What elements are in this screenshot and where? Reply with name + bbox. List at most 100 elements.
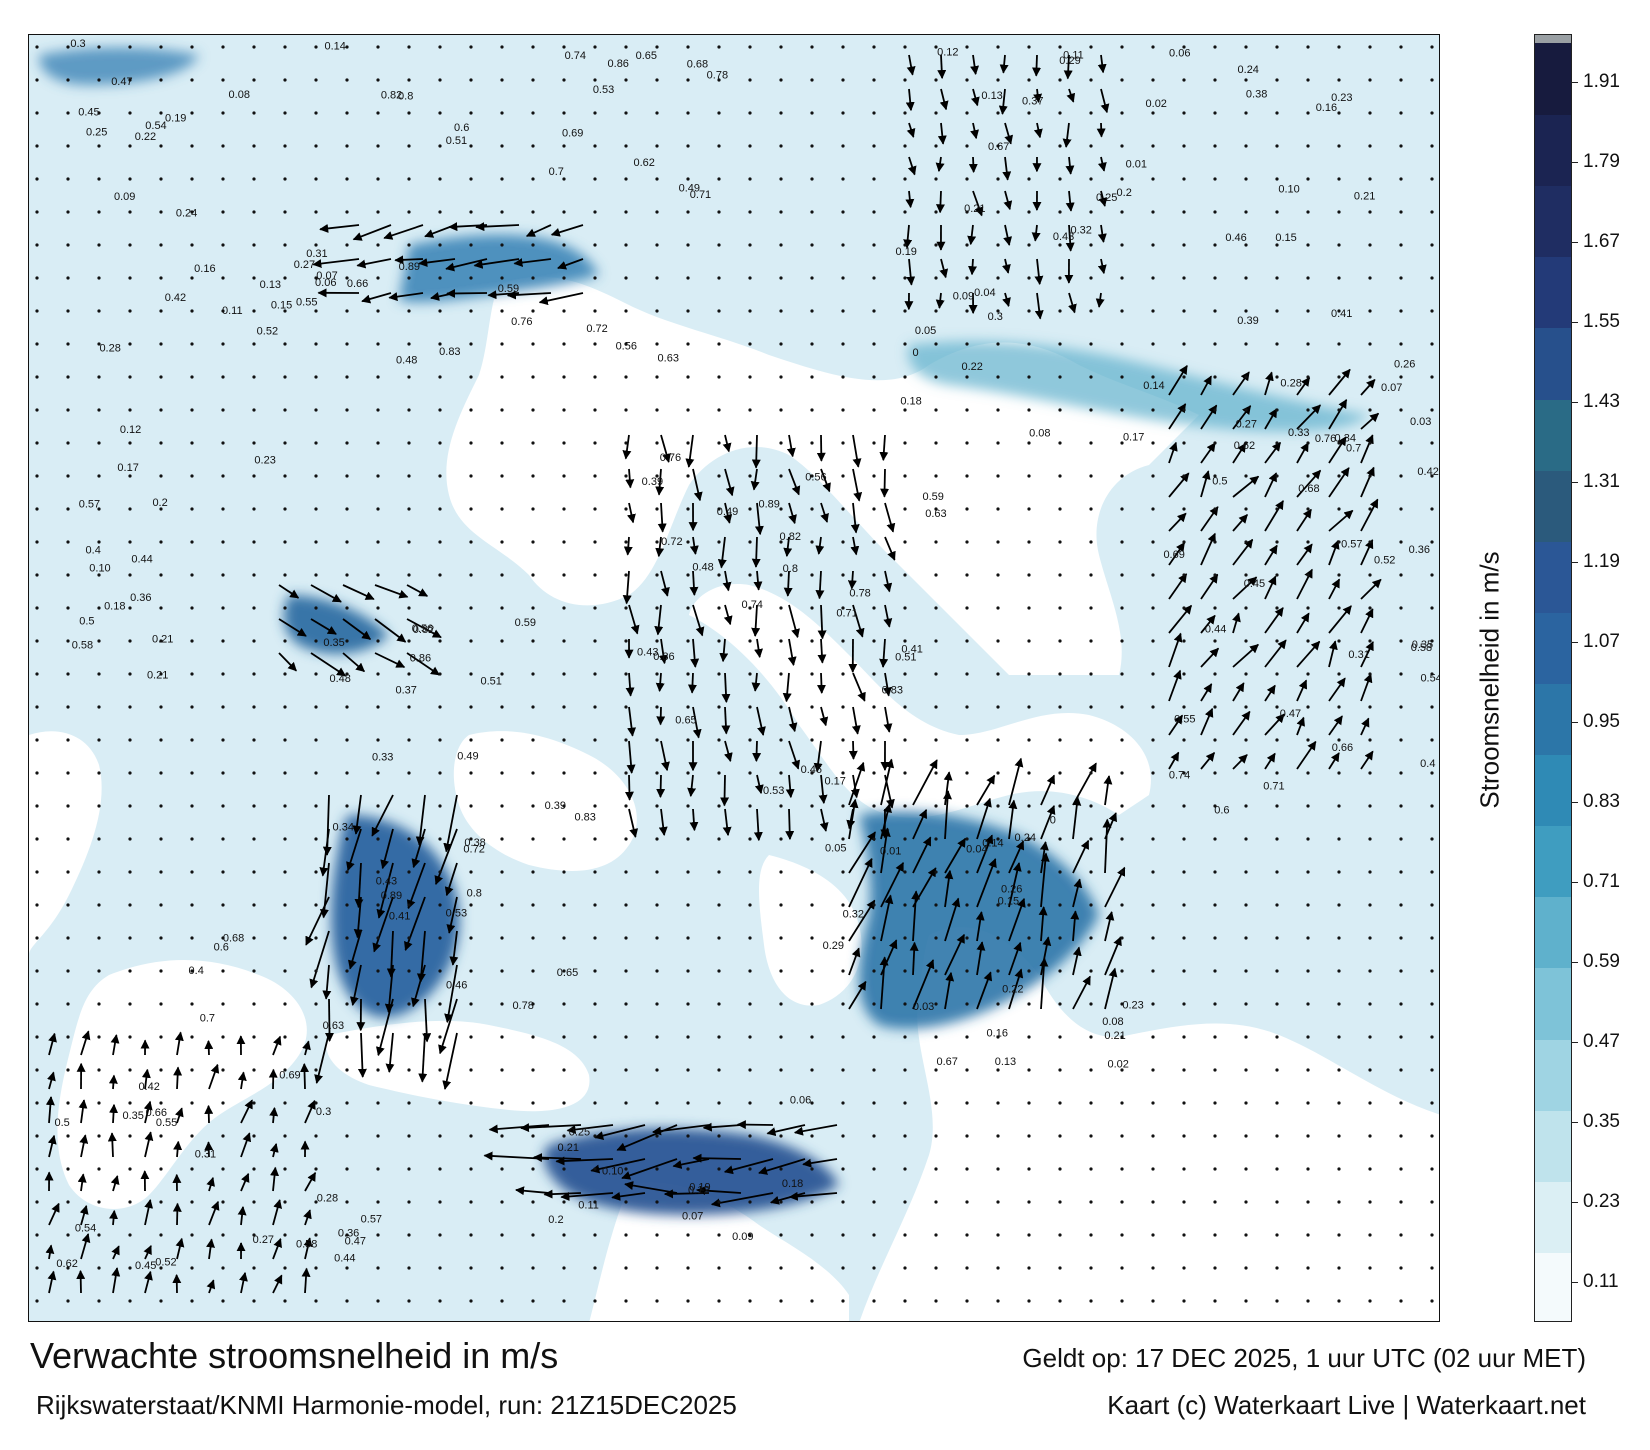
current-dot [686, 177, 690, 181]
current-dot [1151, 441, 1155, 445]
current-dot [779, 408, 783, 412]
current-dot [1368, 1035, 1372, 1039]
current-dot [159, 177, 163, 181]
current-dot [1306, 177, 1310, 181]
current-dot [407, 1035, 411, 1039]
current-dot [1244, 507, 1248, 511]
current-dot [35, 408, 39, 412]
current-arrow [374, 618, 407, 643]
current-dot [1399, 1035, 1403, 1039]
current-dot [66, 936, 70, 940]
current-dot [500, 771, 504, 775]
speed-label: 0.7 [200, 1013, 215, 1025]
current-dot [1399, 606, 1403, 610]
current-dot [97, 408, 101, 412]
current-dot [407, 474, 411, 478]
current-dot [686, 309, 690, 313]
current-dot [1368, 738, 1372, 742]
colorbar-tick-mark [1572, 322, 1578, 323]
current-dot [376, 738, 380, 742]
current-arrow [1034, 292, 1044, 320]
speed-label: 0.55 [296, 296, 317, 308]
current-dot [934, 375, 938, 379]
current-dot [655, 870, 659, 874]
current-dot [779, 639, 783, 643]
current-dot [1306, 408, 1310, 412]
current-dot [1368, 540, 1372, 544]
current-arrow [689, 570, 699, 596]
current-arrow [1264, 713, 1285, 736]
current-dot [1337, 1068, 1341, 1072]
current-dot [1058, 1233, 1062, 1237]
current-dot [841, 276, 845, 280]
current-dot [438, 1035, 442, 1039]
current-dot [1089, 210, 1093, 214]
current-dot [1275, 1068, 1279, 1072]
current-dot [903, 738, 907, 742]
current-dot [97, 1167, 101, 1171]
current-dot [1120, 408, 1124, 412]
speed-label: 0.21 [1104, 1030, 1125, 1042]
speed-label: 0.39 [642, 476, 663, 488]
speed-label: 0.44 [131, 553, 152, 565]
current-dot [965, 540, 969, 544]
speed-label: 0.19 [689, 1182, 710, 1194]
current-dot [97, 1101, 101, 1105]
current-dot [841, 639, 845, 643]
current-dot [593, 1299, 597, 1303]
current-dot [438, 804, 442, 808]
colorbar-tick-mark [1572, 1042, 1578, 1043]
current-dot [1244, 837, 1248, 841]
current-arrow [1065, 156, 1075, 175]
current-dot [717, 1035, 721, 1039]
current-dot [1430, 78, 1434, 82]
speed-label: 0.82 [413, 624, 434, 636]
current-dot [252, 1002, 256, 1006]
current-arrow [45, 1096, 55, 1124]
current-dot [66, 1299, 70, 1303]
current-dot [1089, 1101, 1093, 1105]
current-dot [35, 1233, 39, 1237]
current-dot [748, 672, 752, 676]
current-arrow [970, 88, 980, 107]
current-arrow [751, 672, 761, 692]
current-dot [624, 1266, 628, 1270]
current-dot [934, 474, 938, 478]
current-dot [97, 177, 101, 181]
current-dot [407, 45, 411, 49]
current-dot [128, 1134, 132, 1138]
current-dot [500, 177, 504, 181]
current-dot [500, 144, 504, 148]
current-dot [1368, 573, 1372, 577]
current-dot [624, 1167, 628, 1171]
current-dot [345, 309, 349, 313]
current-arrow [384, 964, 394, 1013]
current-dot [1213, 1101, 1217, 1105]
current-dot [996, 1167, 1000, 1171]
current-arrow [1264, 500, 1284, 532]
current-dot [221, 1035, 225, 1039]
current-dot [97, 672, 101, 676]
current-arrow [1296, 612, 1310, 634]
current-arrow [788, 502, 797, 525]
current-dot [1244, 606, 1248, 610]
current-dot [1306, 78, 1310, 82]
current-dot [500, 639, 504, 643]
current-arrow [944, 869, 954, 908]
speed-label: 0.7 [549, 166, 564, 178]
current-arrow [625, 672, 635, 697]
current-arrow [438, 998, 458, 1055]
current-dot [66, 606, 70, 610]
current-dot [283, 276, 287, 280]
current-dot [190, 771, 194, 775]
current-arrow [626, 740, 636, 774]
current-dot [748, 342, 752, 346]
current-dot [1058, 1002, 1062, 1006]
current-dot [190, 1167, 194, 1171]
speed-label: 0.2 [548, 1214, 563, 1226]
current-dot [655, 1233, 659, 1237]
current-dot [903, 375, 907, 379]
current-dot [283, 111, 287, 115]
current-dot [1337, 870, 1341, 874]
current-arrow [976, 941, 986, 976]
